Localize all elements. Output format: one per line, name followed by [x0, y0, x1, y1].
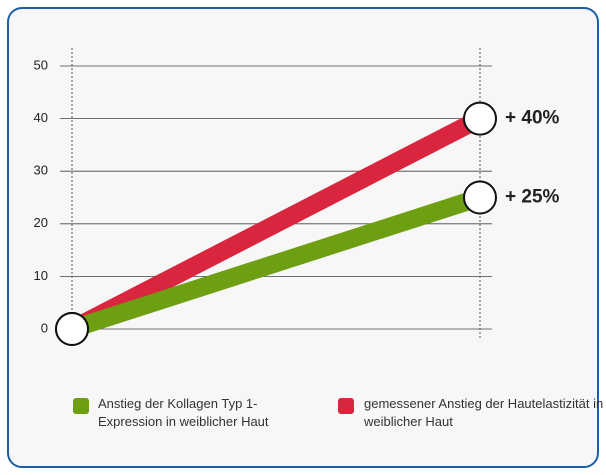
legend-swatch	[338, 398, 354, 414]
y-tick-label: 30	[34, 163, 48, 178]
frame	[7, 7, 599, 468]
legend-swatch	[73, 398, 89, 414]
legend-label: Anstieg der Kollagen Typ 1-Expression in…	[98, 396, 269, 429]
y-tick-label: 50	[34, 57, 48, 72]
series-line	[67, 110, 485, 337]
legend-label: gemessener Anstieg der Hautelastizität i…	[364, 396, 604, 429]
y-tick-label: 0	[41, 320, 48, 335]
y-tick-label: 40	[34, 110, 48, 125]
data-label: + 40%	[505, 108, 560, 129]
point-marker	[463, 180, 497, 215]
y-tick-label: 10	[34, 268, 48, 283]
data-label: + 25%	[505, 187, 560, 208]
point-marker	[55, 312, 89, 346]
series-line	[69, 188, 483, 338]
y-tick-label: 20	[34, 215, 48, 230]
point-marker	[463, 101, 497, 136]
